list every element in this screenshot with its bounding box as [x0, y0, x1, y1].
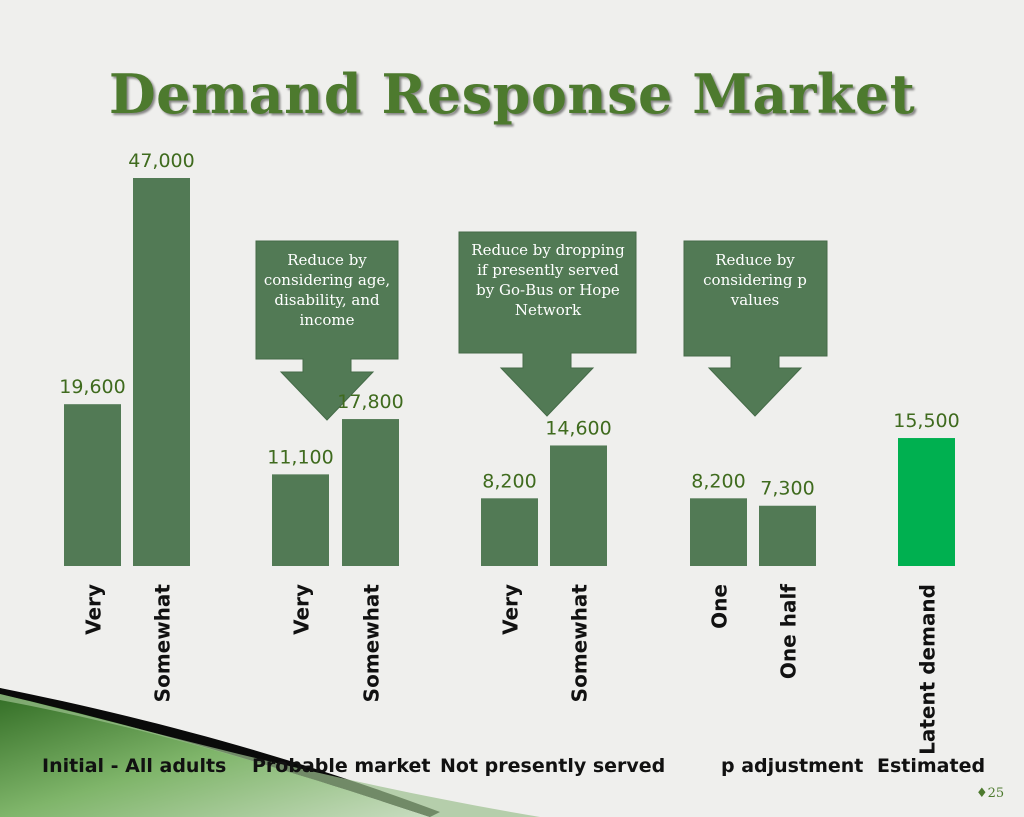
callout-shapes: [255, 231, 828, 421]
bars: [64, 178, 955, 566]
group-label-estimated: Estimated: [877, 755, 986, 777]
category-label-3: Somewhat: [360, 584, 384, 703]
value-label-4: 8,200: [482, 470, 536, 492]
value-label-3: 17,800: [337, 391, 403, 413]
value-label-7: 7,300: [760, 478, 814, 500]
bar-0: [64, 404, 121, 566]
group-label-initial: Initial - All adults: [42, 755, 227, 777]
value-label-5: 14,600: [545, 417, 611, 439]
value-label-0: 19,600: [59, 376, 125, 398]
bar-2: [272, 474, 329, 566]
group-label-probable: Probable market: [252, 755, 431, 777]
bar-6: [690, 498, 747, 566]
category-label-7: One half: [777, 584, 801, 679]
slide-title: Demand Response Market: [108, 62, 916, 126]
bar-5: [550, 445, 607, 566]
category-label-4: Very: [499, 584, 523, 635]
value-label-2: 11,100: [267, 446, 333, 468]
bar-7: [759, 505, 816, 566]
category-label-1: Somewhat: [151, 584, 175, 703]
category-label-6: One: [708, 584, 732, 629]
value-label-1: 47,000: [128, 150, 194, 172]
callout-arrow-0: [255, 240, 399, 421]
callout-text-age-disability-income: Reduce by considering age, disability, a…: [263, 251, 391, 329]
category-label-0: Very: [82, 584, 106, 635]
bar-1: [133, 178, 190, 566]
category-labels: Very Somewhat Very Somewhat Very Somewhat One O…: [82, 584, 940, 755]
value-labels: 19,600 47,000 11,100 17,800 8,200 14,600 8,200…: [59, 150, 959, 500]
value-label-6: 8,200: [691, 470, 745, 492]
value-label-8: 15,500: [893, 410, 959, 432]
bar-8: [898, 438, 955, 566]
category-label-5: Somewhat: [568, 584, 592, 703]
decorative-swoosh: [0, 688, 540, 817]
callout-arrow-1: [458, 231, 637, 417]
bar-4: [481, 498, 538, 566]
page-number: ♦25: [976, 786, 1005, 801]
group-label-not-served: Not presently served: [440, 755, 666, 777]
callout-text-p-values: Reduce by considering p values: [703, 251, 807, 309]
category-label-8: Latent demand: [916, 584, 940, 755]
callout-text-presently-served: Reduce by dropping if presently served b…: [471, 241, 625, 319]
group-label-p-adjustment: p adjustment: [721, 755, 864, 777]
callout-arrow-2: [683, 240, 828, 417]
bar-3: [342, 419, 399, 566]
category-label-2: Very: [290, 584, 314, 635]
